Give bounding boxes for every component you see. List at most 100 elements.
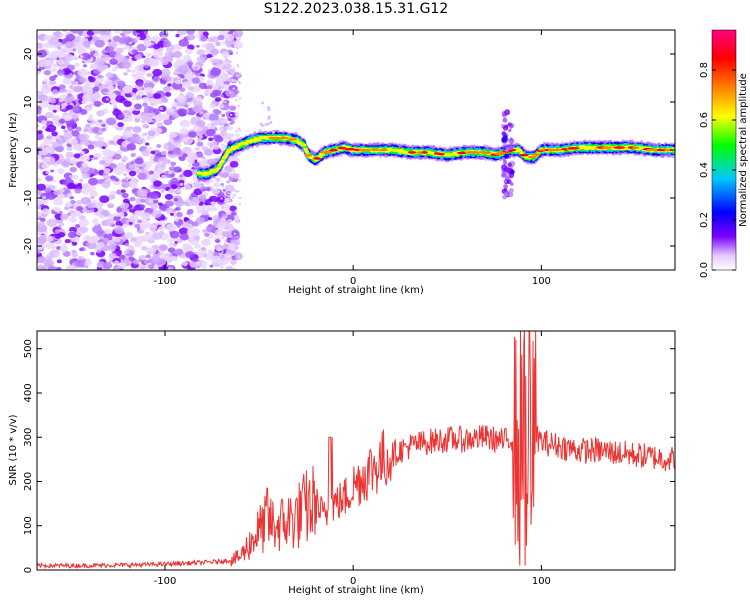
- noise-speck: [92, 219, 96, 223]
- noise-speck: [140, 220, 151, 229]
- noise-speck: [135, 36, 141, 40]
- noise-speck: [185, 30, 195, 35]
- noise-speck: [179, 174, 184, 178]
- noise-speck: [178, 179, 185, 185]
- noise-speck: [84, 141, 89, 145]
- noise-speck: [111, 67, 117, 72]
- noise-speck: [64, 96, 74, 103]
- noise-speck: [37, 199, 43, 206]
- noise-speck: [232, 87, 235, 91]
- noise-speck: [214, 238, 221, 243]
- noise-speck: [38, 148, 49, 156]
- noise-speck: [100, 75, 104, 79]
- noise-speck: [140, 166, 145, 170]
- noise-speck: [229, 91, 232, 94]
- noise-speck: [235, 39, 239, 43]
- noise-speck: [81, 155, 90, 162]
- ridge-peak: [279, 136, 289, 140]
- noise-speck: [128, 170, 137, 177]
- noise-speck: [203, 149, 213, 156]
- noise-speck: [147, 130, 156, 137]
- noise-speck: [42, 137, 47, 141]
- noise-speck: [178, 155, 186, 162]
- top-y-axis-label: Frequency (Hz): [8, 112, 19, 188]
- noise-speck: [182, 153, 188, 158]
- noise-speck: [174, 142, 182, 148]
- noise-speck: [108, 260, 113, 263]
- noise-speck: [49, 98, 57, 104]
- ridge-peak: [378, 148, 389, 152]
- noise-speck: [226, 88, 230, 91]
- noise-speck: [139, 204, 146, 209]
- noise-speck: [200, 246, 206, 251]
- noise-speck: [128, 164, 135, 170]
- noise-speck: [148, 224, 158, 232]
- noise-speck: [199, 194, 207, 200]
- ridge-peak: [344, 147, 356, 151]
- noise-speck: [225, 126, 228, 129]
- noise-speck: [236, 65, 240, 68]
- noise-speck: [131, 87, 138, 93]
- noise-speck: [207, 85, 213, 90]
- noise-speck: [135, 30, 142, 34]
- noise-speck: [41, 163, 49, 169]
- noise-speck: [68, 138, 78, 146]
- noise-speck: [46, 135, 52, 140]
- noise-speck: [109, 58, 118, 65]
- noise-speck: [158, 226, 165, 231]
- noise-speck: [225, 253, 228, 256]
- noise-speck: [137, 82, 144, 87]
- noise-speck: [118, 126, 124, 131]
- noise-speck: [43, 69, 51, 76]
- noise-speck: [153, 180, 162, 187]
- noise-speck: [102, 237, 110, 243]
- noise-speck: [134, 118, 141, 123]
- noise-speck: [220, 265, 224, 269]
- disturbance-speck: [501, 136, 507, 143]
- noise-speck: [152, 68, 163, 77]
- noise-speck: [224, 215, 228, 219]
- noise-speck: [221, 251, 224, 254]
- noise-speck: [75, 126, 82, 132]
- noise-speck: [234, 152, 239, 157]
- x-tick-label: -100: [154, 576, 177, 587]
- noise-speck: [142, 102, 149, 107]
- noise-speck: [117, 162, 125, 168]
- ridge-peak: [362, 148, 372, 152]
- noise-speck: [258, 129, 262, 133]
- noise-speck: [224, 241, 227, 245]
- noise-speck: [202, 265, 207, 270]
- noise-speck: [121, 192, 129, 199]
- noise-speck: [196, 141, 204, 147]
- ridge-cell: [244, 142, 249, 145]
- noise-speck: [111, 100, 118, 106]
- noise-speck: [213, 182, 221, 188]
- noise-speck: [94, 83, 98, 87]
- noise-speck: [229, 161, 239, 168]
- x-tick-label: 100: [532, 576, 551, 587]
- noise-speck: [126, 69, 131, 73]
- noise-speck: [235, 94, 238, 98]
- noise-speck: [88, 114, 94, 118]
- noise-speck: [190, 198, 200, 206]
- noise-speck: [226, 221, 229, 225]
- noise-speck: [221, 86, 224, 89]
- noise-speck: [136, 188, 148, 197]
- noise-speck: [71, 114, 78, 119]
- noise-speck: [191, 72, 196, 75]
- noise-speck: [142, 96, 150, 103]
- noise-speck: [43, 35, 52, 41]
- noise-speck: [43, 78, 48, 83]
- noise-speck: [134, 223, 141, 229]
- noise-speck: [129, 196, 136, 202]
- noise-speck: [208, 113, 220, 122]
- noise-speck: [197, 138, 202, 142]
- noise-speck: [37, 49, 48, 58]
- noise-speck: [141, 161, 152, 170]
- noise-speck: [233, 41, 243, 49]
- noise-speck: [132, 259, 140, 265]
- noise-speck: [124, 250, 130, 254]
- colorbar: 0.0 0.2 0.4 0.6 0.8 Normalized spectral ampl…: [699, 29, 749, 278]
- y-tick-label: 300: [23, 428, 34, 447]
- noise-speck: [205, 128, 216, 137]
